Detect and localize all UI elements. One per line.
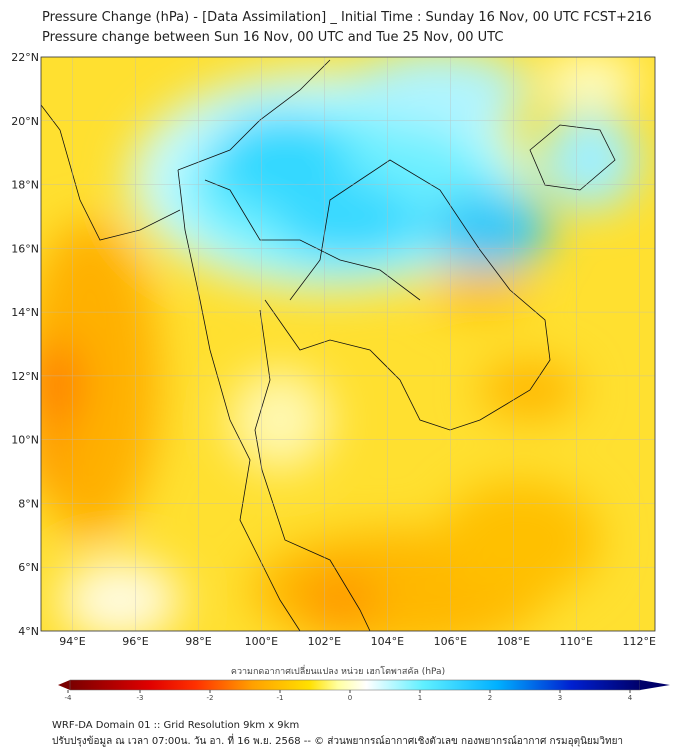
colorbar-max-extend bbox=[640, 680, 670, 690]
colorbar-tick-label: -2 bbox=[207, 694, 214, 700]
lon-tick-label: 94°E bbox=[59, 635, 85, 648]
map-shading bbox=[41, 57, 655, 631]
lon-tick-label: 98°E bbox=[185, 635, 211, 648]
colorbar-tick-label: 2 bbox=[488, 694, 492, 700]
lon-tick-label: 106°E bbox=[434, 635, 467, 648]
colorbar-min-extend bbox=[58, 680, 70, 690]
lon-tick-label: 108°E bbox=[497, 635, 530, 648]
lat-tick-label: 12°N bbox=[11, 370, 39, 383]
colorbar-tick-label: -4 bbox=[65, 694, 73, 700]
lon-tick-label: 104°E bbox=[371, 635, 404, 648]
lon-tick-label: 96°E bbox=[122, 635, 148, 648]
lat-tick-label: 20°N bbox=[11, 115, 39, 128]
chart-title: Pressure Change (hPa) - [Data Assimilati… bbox=[42, 10, 652, 25]
lat-tick-label: 14°N bbox=[11, 306, 39, 319]
colorbar-tick-label: -3 bbox=[137, 694, 144, 700]
colorbar-tick-label: 3 bbox=[558, 694, 562, 700]
colorbar-tick-label: -1 bbox=[277, 694, 284, 700]
lon-tick-label: 102°E bbox=[308, 635, 341, 648]
lat-tick-label: 8°N bbox=[18, 497, 39, 510]
colorbar-label: ความกดอากาศเปลี่ยนแปลง หน่วย เฮกโตพาสคัล… bbox=[230, 667, 446, 677]
colorbar-tick-label: 0 bbox=[348, 694, 352, 700]
lat-tick-label: 16°N bbox=[11, 242, 39, 255]
lat-tick-label: 10°N bbox=[11, 434, 39, 447]
lat-tick-label: 18°N bbox=[11, 179, 39, 192]
colorbar bbox=[69, 679, 641, 691]
pressure-change-map: 94°E 96°E 98°E 100°E 102°E 104°E 106°E 108°E 110… bbox=[11, 51, 670, 700]
footer-model-info: WRF-DA Domain 01 :: Grid Resolution 9km … bbox=[52, 720, 300, 731]
lon-tick-label: 100°E bbox=[245, 635, 278, 648]
footer-credit: ปรับปรุงข้อมูล ณ เวลา 07:00น. วัน อา. ที… bbox=[52, 736, 624, 747]
chart-subtitle: Pressure change between Sun 16 Nov, 00 U… bbox=[42, 30, 504, 45]
lat-tick-label: 22°N bbox=[11, 51, 39, 64]
lat-tick-label: 4°N bbox=[18, 625, 39, 638]
lat-tick-label: 6°N bbox=[18, 561, 39, 574]
map-frame bbox=[40, 56, 656, 632]
colorbar-tick-label: 1 bbox=[418, 694, 422, 700]
lon-tick-label: 112°E bbox=[623, 635, 656, 648]
colorbar-tick-label: 4 bbox=[628, 694, 633, 700]
coastlines-borders bbox=[41, 59, 616, 631]
lon-tick-label: 110°E bbox=[560, 635, 593, 648]
